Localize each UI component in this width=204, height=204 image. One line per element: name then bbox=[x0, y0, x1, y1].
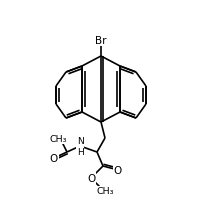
Text: Br: Br bbox=[95, 36, 107, 46]
Text: O: O bbox=[87, 173, 95, 183]
Text: O: O bbox=[50, 153, 58, 163]
Text: N
H: N H bbox=[77, 137, 83, 156]
Text: CH₃: CH₃ bbox=[49, 135, 67, 144]
Text: O: O bbox=[114, 165, 122, 175]
Text: CH₃: CH₃ bbox=[96, 187, 114, 196]
